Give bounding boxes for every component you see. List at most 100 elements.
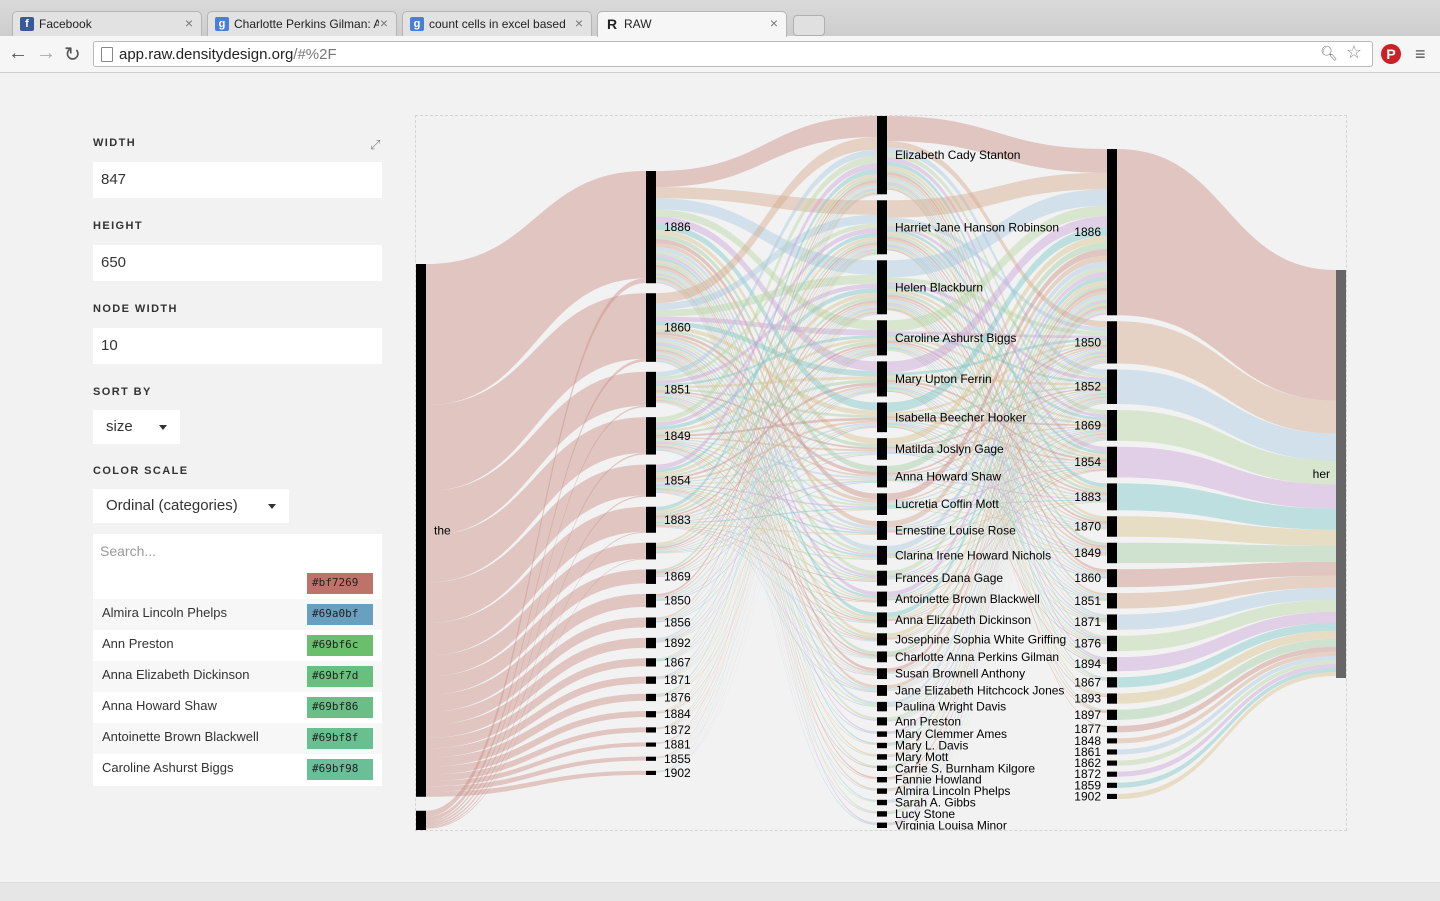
node-bar[interactable]	[877, 811, 887, 817]
flow-link[interactable]	[656, 355, 877, 734]
flow-link[interactable]	[887, 349, 1107, 663]
flow-link[interactable]	[887, 385, 1107, 417]
flow-link[interactable]	[656, 399, 877, 640]
flow-link[interactable]	[887, 189, 1107, 278]
flow-link[interactable]	[887, 288, 1107, 458]
node-bar[interactable]	[877, 788, 887, 794]
node-bar[interactable]	[877, 200, 887, 255]
tab-raw[interactable]: R RAW ×	[597, 11, 787, 37]
flow-link[interactable]	[887, 375, 1107, 386]
flow-link[interactable]	[656, 223, 877, 381]
flow-link[interactable]	[887, 434, 1107, 640]
flow-link[interactable]	[656, 491, 877, 676]
flow-link[interactable]	[887, 469, 1107, 601]
flow-link[interactable]	[887, 347, 1107, 621]
flow-link[interactable]	[887, 352, 1107, 598]
flow-link[interactable]	[656, 274, 877, 745]
flow-link[interactable]	[887, 451, 1107, 528]
flow-link[interactable]	[426, 742, 646, 787]
flow-link[interactable]	[656, 361, 877, 825]
node-bar[interactable]	[1107, 782, 1117, 788]
flow-link[interactable]	[887, 172, 1107, 218]
flow-link[interactable]	[656, 385, 877, 520]
flow-link[interactable]	[1117, 321, 1336, 434]
flow-link[interactable]	[1117, 483, 1336, 530]
flow-link[interactable]	[656, 352, 877, 680]
flow-link[interactable]	[656, 243, 877, 527]
flow-link[interactable]	[887, 245, 1107, 661]
flow-link[interactable]	[656, 174, 877, 546]
flow-link[interactable]	[656, 360, 877, 814]
flow-link[interactable]	[656, 276, 877, 768]
node-bar[interactable]	[646, 617, 656, 628]
flow-link[interactable]	[887, 419, 1107, 498]
flow-link[interactable]	[656, 388, 877, 577]
flow-link[interactable]	[656, 422, 877, 521]
flow-link[interactable]	[656, 486, 877, 559]
flow-link[interactable]	[656, 489, 877, 623]
flow-link[interactable]	[426, 711, 646, 775]
flow-link[interactable]	[426, 405, 646, 823]
node-bar[interactable]	[1107, 149, 1117, 316]
menu-icon[interactable]: ≡	[1415, 44, 1426, 64]
flow-link[interactable]	[887, 297, 1107, 720]
flow-link[interactable]	[887, 480, 1107, 556]
flow-link[interactable]	[656, 254, 877, 772]
flow-link[interactable]	[656, 390, 877, 601]
flow-link[interactable]	[656, 359, 877, 803]
flow-link[interactable]	[887, 401, 1107, 757]
flow-link[interactable]	[887, 248, 1107, 696]
flow-link[interactable]	[887, 116, 1107, 173]
flow-link[interactable]	[656, 382, 877, 480]
flow-link[interactable]	[656, 347, 877, 576]
flow-link[interactable]	[887, 362, 1107, 814]
flow-link[interactable]	[426, 756, 646, 792]
flow-link[interactable]	[656, 449, 877, 692]
flow-link[interactable]	[656, 304, 877, 599]
flow-link[interactable]	[1117, 446, 1336, 509]
flow-link[interactable]	[656, 274, 877, 317]
flow-link[interactable]	[656, 248, 877, 661]
node-bar[interactable]	[1336, 270, 1346, 678]
flow-link[interactable]	[887, 234, 1107, 522]
flow-link[interactable]	[656, 438, 877, 479]
flow-link[interactable]	[1117, 410, 1336, 485]
flow-link[interactable]	[656, 180, 877, 596]
flow-link[interactable]	[656, 314, 877, 773]
flow-link[interactable]	[887, 361, 1107, 791]
flow-link[interactable]	[887, 479, 1107, 529]
node-bar[interactable]	[1107, 635, 1117, 652]
flow-link[interactable]	[656, 526, 877, 624]
flow-link[interactable]	[656, 443, 877, 580]
flow-link[interactable]	[656, 454, 877, 553]
flow-link[interactable]	[887, 343, 1107, 447]
flow-link[interactable]	[656, 260, 877, 637]
node-bar[interactable]	[877, 822, 887, 828]
node-bar[interactable]	[877, 116, 887, 195]
flow-link[interactable]	[426, 506, 646, 656]
flow-link[interactable]	[887, 383, 1107, 526]
flow-link[interactable]	[426, 278, 646, 817]
flow-link[interactable]	[887, 280, 1107, 638]
node-bar[interactable]	[1107, 369, 1117, 405]
flow-link[interactable]	[426, 637, 646, 739]
flow-link[interactable]	[426, 770, 646, 797]
flow-link[interactable]	[1117, 622, 1336, 688]
flow-link[interactable]	[887, 216, 1107, 373]
flow-link[interactable]	[656, 300, 877, 549]
flow-link[interactable]	[656, 189, 877, 695]
flow-link[interactable]	[887, 427, 1107, 478]
flow-link[interactable]	[426, 495, 646, 827]
node-bar[interactable]	[877, 742, 887, 749]
node-bar[interactable]	[1107, 760, 1117, 766]
flow-link[interactable]	[887, 428, 1107, 505]
flow-link[interactable]	[656, 354, 877, 745]
flow-link[interactable]	[887, 361, 1107, 780]
flow-link[interactable]	[426, 593, 646, 712]
flow-link[interactable]	[887, 359, 1107, 734]
flow-link[interactable]	[887, 450, 1107, 499]
flow-link[interactable]	[887, 228, 1107, 455]
flow-link[interactable]	[887, 438, 1107, 758]
node-bar[interactable]	[646, 293, 656, 362]
flow-link[interactable]	[656, 277, 877, 779]
